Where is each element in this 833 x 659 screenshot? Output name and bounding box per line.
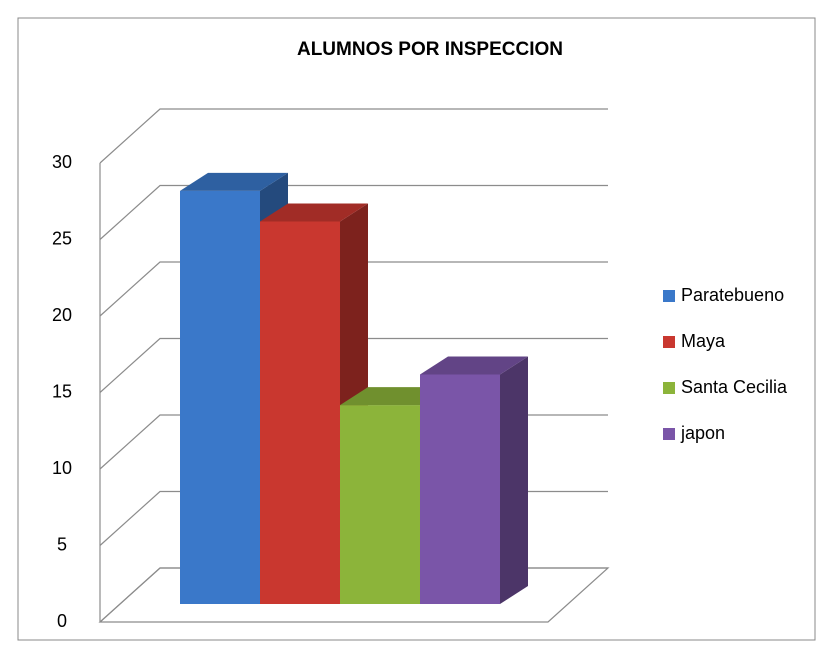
bar bbox=[260, 221, 340, 604]
grid-line bbox=[99, 184, 608, 240]
legend-swatch bbox=[663, 336, 675, 348]
y-tick-label: 5 bbox=[57, 534, 67, 554]
legend-swatch bbox=[663, 382, 675, 394]
y-tick-label: 30 bbox=[52, 152, 72, 172]
bar bbox=[420, 374, 500, 604]
y-tick-label: 10 bbox=[52, 458, 72, 478]
legend-label: japon bbox=[680, 423, 725, 443]
bar bbox=[340, 405, 420, 604]
bar bbox=[180, 190, 260, 604]
y-tick-label: 15 bbox=[52, 381, 72, 401]
y-tick-label: 0 bbox=[57, 611, 67, 631]
bar-top bbox=[420, 356, 528, 375]
legend-swatch bbox=[663, 428, 675, 440]
bar-top bbox=[260, 203, 368, 222]
legend-swatch bbox=[663, 290, 675, 302]
legend-label: Paratebueno bbox=[681, 285, 784, 305]
bar-top bbox=[180, 172, 288, 191]
grid-line bbox=[99, 337, 608, 393]
y-tick-label: 20 bbox=[52, 305, 72, 325]
grid-line bbox=[99, 261, 608, 317]
bar-side bbox=[500, 356, 528, 604]
grid-line bbox=[99, 108, 608, 164]
legend-label: Santa Cecilia bbox=[681, 377, 788, 397]
legend-label: Maya bbox=[681, 331, 726, 351]
y-tick-label: 25 bbox=[52, 228, 72, 248]
chart-title: ALUMNOS POR INSPECCION bbox=[297, 39, 563, 60]
